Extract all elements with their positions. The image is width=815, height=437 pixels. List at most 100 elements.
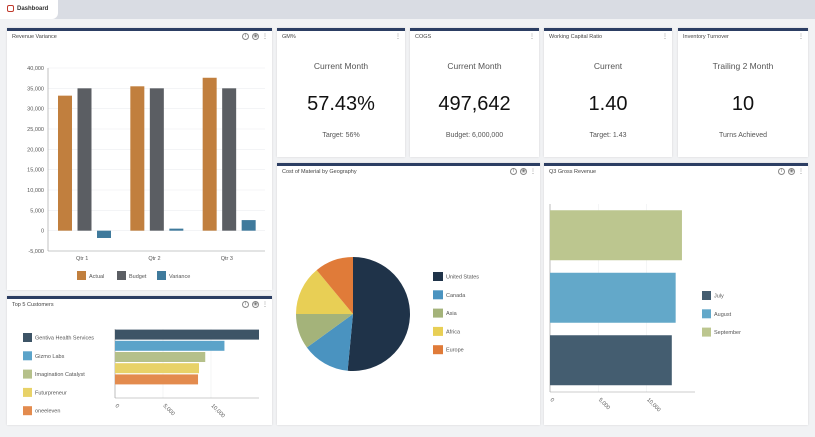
panel-title: Working Capital Ratio — [549, 34, 603, 40]
legend-swatch — [23, 351, 32, 361]
more-icon[interactable]: ⋮ — [662, 34, 668, 40]
kpi-sub: Turns Achieved — [719, 132, 767, 139]
y-tick-label: 35,000 — [27, 86, 44, 92]
y-tick-label: 25,000 — [27, 127, 44, 133]
x-tick-label: Qtr 2 — [148, 256, 160, 262]
legend-label: Gentiva Health Services — [35, 336, 94, 342]
kpi-sub: Target: 56% — [322, 132, 360, 139]
more-icon[interactable]: ⋮ — [262, 302, 268, 308]
legend-swatch — [23, 369, 32, 379]
legend-label: September — [714, 330, 741, 336]
bar-july — [550, 335, 672, 386]
panel-title: COGS — [415, 34, 432, 40]
kpi-sub: Target: 1.43 — [589, 132, 627, 139]
y-tick-label: 20,000 — [27, 147, 44, 153]
bar-gizmo-labs — [115, 340, 225, 351]
legend-swatch — [117, 271, 126, 280]
x-tick-label: Qtr 1 — [76, 256, 88, 262]
bar-september — [550, 210, 682, 261]
cost-geography-pie: United States Canada Asia Africa Europe — [296, 257, 479, 371]
cogs-card: COGS ⋮ Current Month 497,642 Budget: 6,0… — [410, 28, 539, 157]
kpi-value: 57.43% — [307, 93, 375, 115]
info-icon[interactable]: i — [510, 168, 517, 175]
legend-label: Budget — [129, 274, 147, 280]
more-icon[interactable]: ⋮ — [395, 34, 401, 40]
legend-swatch — [23, 387, 32, 397]
panel-title: Inventory Turnover — [683, 34, 729, 40]
legend-label: Europe — [446, 348, 464, 354]
legend-label: Africa — [446, 329, 461, 335]
top-customers-chart: 0 5,000 10,000 Gentiva Health Services Gizmo… — [23, 329, 259, 419]
info-icon[interactable]: i — [242, 33, 249, 40]
filter-icon[interactable]: ◉ — [520, 168, 527, 175]
legend-swatch — [702, 327, 711, 337]
pie-slice-united-states — [347, 257, 410, 371]
y-tick-label: 0 — [41, 229, 44, 235]
legend-label: July — [714, 294, 724, 300]
more-icon[interactable]: ⋮ — [530, 169, 536, 175]
kpi-sub: Budget: 6,000,000 — [445, 132, 504, 139]
legend-swatch — [433, 272, 443, 281]
tab-dashboard[interactable]: Dashboard — [0, 0, 58, 19]
inventory-turnover-card: Inventory Turnover ⋮ Trailing 2 Month 10… — [678, 28, 808, 157]
legend-label: August — [714, 312, 732, 318]
filter-icon[interactable]: ◉ — [788, 168, 795, 175]
legend-swatch — [702, 309, 711, 319]
legend-swatch — [23, 333, 32, 342]
info-icon[interactable]: i — [778, 168, 785, 175]
cost-geography-panel: Cost of Material by Geography i ◉ ⋮ United… — [277, 163, 540, 425]
more-icon[interactable]: ⋮ — [262, 34, 268, 40]
bar-gentiva-health-services — [115, 329, 259, 340]
bar-actual — [130, 86, 145, 231]
kpi-label: Trailing 2 Month — [712, 61, 774, 71]
bar-futurpreneur — [115, 363, 199, 374]
kpi-label: Current Month — [313, 61, 369, 71]
filter-icon[interactable]: ◉ — [252, 33, 259, 40]
bar-variance — [241, 220, 256, 231]
y-tick-label: 5,000 — [30, 208, 44, 214]
bar-imagination-catalyst — [115, 352, 206, 362]
legend-swatch — [77, 271, 86, 280]
y-tick-label: 15,000 — [27, 168, 44, 174]
bar-oneeleven — [115, 374, 199, 385]
legend-swatch — [433, 326, 443, 336]
q3-revenue-panel: Q3 Gross Revenue i ◉ ⋮ 0 5,000 10,000 July Aug… — [544, 163, 808, 425]
panel-title: GM% — [282, 34, 296, 40]
legend-label: Gizmo Labs — [35, 354, 65, 360]
legend-swatch — [433, 345, 443, 355]
y-tick-label: -5,000 — [28, 249, 44, 255]
info-icon[interactable]: i — [242, 301, 249, 308]
kpi-value: 497,642 — [438, 93, 511, 115]
legend-swatch — [157, 271, 166, 280]
x-tick-label: 0 — [114, 403, 120, 409]
pie-slice-europe — [316, 257, 353, 314]
legend-label: Imagination Catalyst — [35, 372, 85, 378]
legend-swatch — [702, 291, 711, 300]
top-customers-panel: Top 5 Customers i ◉ ⋮ 0 5,000 10,000 Gentiva … — [7, 296, 272, 425]
legend-swatch — [23, 406, 32, 416]
q3-revenue-chart: 0 5,000 10,000 July August September — [549, 204, 741, 413]
panel-title: Cost of Material by Geography — [282, 169, 357, 175]
more-icon[interactable]: ⋮ — [798, 34, 804, 40]
legend-label: Canada — [446, 293, 466, 299]
kpi-label: Current Month — [447, 61, 502, 71]
legend-swatch — [433, 308, 443, 318]
panel-title: Q3 Gross Revenue — [549, 169, 597, 175]
panel-title: Top 5 Customers — [12, 302, 54, 308]
legend-label: United States — [446, 275, 479, 281]
y-tick-label: 30,000 — [27, 107, 44, 113]
bar-budget — [77, 88, 92, 231]
tab-label: Dashboard — [17, 6, 49, 12]
working-capital-card: Working Capital Ratio ⋮ Current 1.40 Tar… — [544, 28, 672, 157]
more-icon[interactable]: ⋮ — [798, 169, 804, 175]
bar-august — [550, 272, 676, 323]
bar-variance — [169, 228, 184, 231]
legend-label: Variance — [169, 274, 190, 280]
tab-bar: Dashboard — [0, 0, 815, 19]
more-icon[interactable]: ⋮ — [529, 34, 535, 40]
legend-label: Futurpreneur — [35, 390, 67, 396]
y-tick-label: 40,000 — [27, 66, 44, 72]
x-tick-label: 5,000 — [597, 397, 611, 411]
filter-icon[interactable]: ◉ — [252, 301, 259, 308]
x-tick-label: Qtr 3 — [221, 256, 233, 262]
